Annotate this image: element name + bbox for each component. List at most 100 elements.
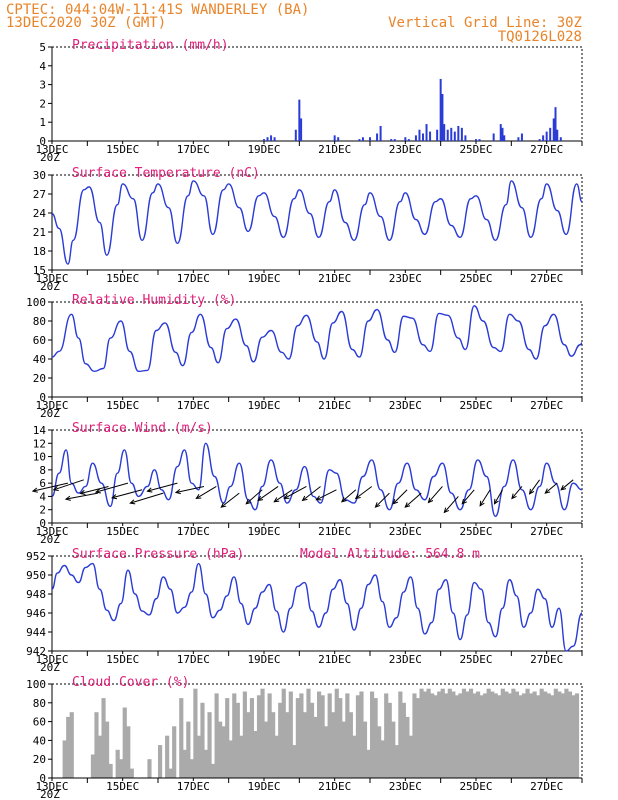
x-tick-label: 21DEC	[318, 399, 351, 412]
x-tick-label: 23DEC	[389, 272, 422, 285]
cloud-bar	[228, 740, 233, 778]
wind-arrowhead	[110, 494, 118, 500]
wind-arrowhead	[479, 500, 485, 507]
x-tick-label: 17DEC	[177, 143, 210, 156]
precip-bar	[273, 137, 276, 141]
cloud-bar	[486, 688, 491, 778]
cloud-bar	[211, 763, 216, 778]
x-tick-label: 21DEC	[318, 143, 351, 156]
wind-vector-arrow	[302, 486, 321, 501]
cloud-bar	[129, 768, 134, 778]
cloud-bar	[62, 740, 67, 778]
y-tick-label: 40	[33, 734, 46, 747]
y-tick-label: 80	[33, 315, 46, 328]
cloud-bar	[454, 695, 459, 778]
wind-vector-arrow	[511, 486, 523, 499]
wind-arrowhead	[31, 487, 38, 493]
wind-arrowhead	[174, 488, 181, 495]
cloud-bar	[158, 745, 163, 778]
x-tick-label: 17DEC	[177, 780, 210, 793]
wind-arrowhead	[392, 498, 398, 505]
x-tick-label: 23DEC	[389, 780, 422, 793]
wind-vector-arrow	[95, 482, 129, 493]
wind-arrowhead	[195, 494, 202, 500]
cloud-bar	[299, 693, 304, 778]
cloud-bar	[334, 688, 339, 778]
cloud-bar	[253, 731, 258, 778]
cloud-bar	[511, 688, 516, 778]
cloud-bar	[398, 691, 403, 778]
wind-vector-arrow	[175, 485, 205, 493]
y-tick-label: 2	[39, 504, 46, 517]
cloud-bar	[377, 726, 382, 778]
wind-arrowhead	[94, 488, 101, 494]
cloud-bar	[126, 726, 131, 778]
wind-arrowhead	[443, 507, 450, 514]
wind-vector-arrow	[316, 489, 337, 501]
cloud-bar	[260, 688, 265, 778]
cloud-bar	[359, 691, 364, 778]
precip-bar	[425, 124, 428, 141]
precip-bar	[358, 139, 361, 141]
x-year-label: 20Z	[40, 661, 60, 674]
precip-bar	[361, 137, 364, 141]
cloud-bar	[370, 691, 375, 778]
y-tick-label: 20	[33, 753, 46, 766]
wind-vector-arrow	[273, 489, 293, 503]
cloud-bar	[172, 726, 177, 778]
precip-bar	[464, 135, 467, 141]
cloud-bar	[90, 754, 96, 778]
cloud-bar	[366, 749, 371, 778]
cloud-bar	[292, 745, 297, 778]
panel-precip: Precipitation (mm/h) 0 1 2 3 4 5 13DEC 15DEC 17DE…	[35, 38, 583, 164]
precip-bar	[542, 135, 545, 141]
precip-bar	[492, 133, 495, 141]
x-tick-label: 27DEC	[530, 272, 563, 285]
cloud-bar	[437, 691, 442, 778]
wind-arrowhead	[257, 495, 264, 502]
wind-vector-arrow	[544, 482, 558, 494]
cloud-bar	[331, 712, 336, 778]
x-tick-label: 25DEC	[459, 272, 492, 285]
wind-vector-arrow	[404, 492, 422, 508]
cloud-bar	[525, 688, 530, 778]
x-tick-label: 15DEC	[106, 525, 139, 538]
panel-title: Relative Humidity (%)	[72, 293, 236, 308]
y-tick-label: 4	[39, 490, 46, 503]
x-tick-label: 27DEC	[530, 653, 563, 666]
cloud-bar	[504, 691, 509, 778]
precip-bar	[441, 94, 444, 141]
y-tick-label: 10	[33, 451, 46, 464]
x-tick-label: 25DEC	[459, 780, 492, 793]
cloud-bar	[285, 712, 290, 778]
y-tick-label: 5	[39, 41, 46, 54]
pres-series-line	[51, 562, 583, 652]
cloud-bar	[550, 695, 555, 778]
wind-arrowhead	[283, 494, 290, 500]
cloud-bar	[514, 691, 520, 778]
wind-arrowhead	[528, 488, 535, 495]
wind-vector-arrow	[461, 489, 475, 505]
y-tick-label: 0	[39, 772, 46, 785]
wind-arrowhead	[52, 485, 59, 491]
cloud-bar	[468, 688, 474, 778]
cloud-bar	[447, 688, 452, 778]
panel-rh: Relative Humidity (%) 0 20 40 60 80 100 13DEC 15…	[26, 293, 583, 420]
x-tick-label: 15DEC	[106, 653, 139, 666]
wind-arrowhead	[560, 485, 567, 491]
y-tick-label: 100	[26, 296, 46, 309]
cloud-bar	[560, 693, 565, 778]
wind-arrowhead	[315, 495, 322, 501]
cloud-bar	[94, 712, 99, 778]
precip-bar	[369, 137, 371, 141]
plot-frame	[51, 46, 583, 142]
precip-bar	[503, 135, 506, 141]
cloud-bar	[218, 721, 223, 778]
temp-series-line	[51, 180, 583, 265]
cloud-bar	[239, 735, 244, 778]
cloud-bar	[242, 691, 247, 778]
x-tick-label: 17DEC	[177, 525, 210, 538]
precip-bar	[475, 139, 477, 141]
cloud-bar	[571, 695, 576, 778]
